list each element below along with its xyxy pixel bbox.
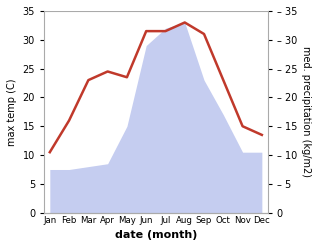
Y-axis label: max temp (C): max temp (C) bbox=[7, 78, 17, 145]
Y-axis label: med. precipitation (kg/m2): med. precipitation (kg/m2) bbox=[301, 46, 311, 177]
X-axis label: date (month): date (month) bbox=[115, 230, 197, 240]
